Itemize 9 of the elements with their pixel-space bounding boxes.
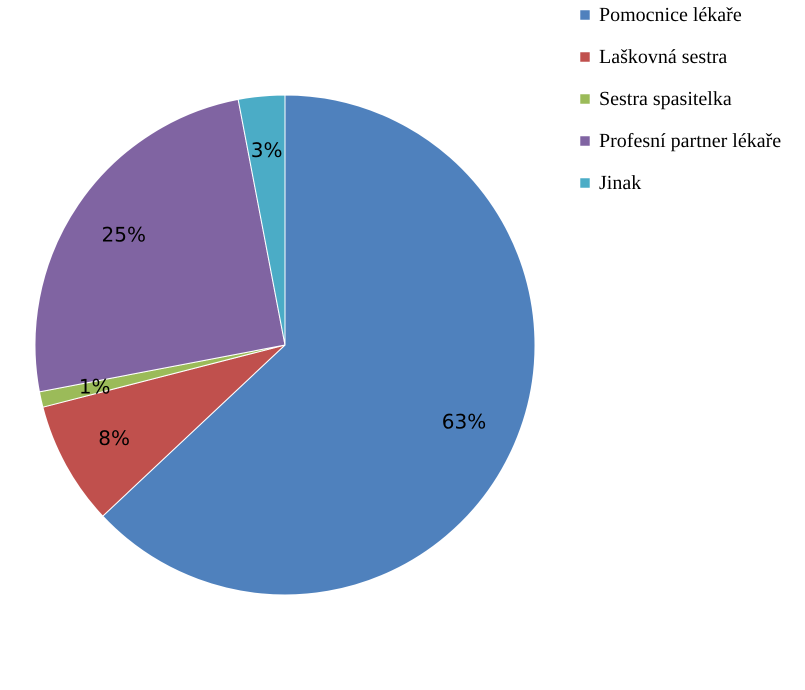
- legend-label: Sestra spasitelka: [599, 88, 732, 110]
- legend-label: Laškovná sestra: [599, 46, 728, 68]
- legend-label: Pomocnice lékaře: [599, 4, 742, 26]
- data-label: 63%: [442, 409, 486, 434]
- data-label: 8%: [98, 426, 130, 450]
- data-label: 25%: [101, 222, 146, 246]
- legend-label: Profesní partner lékaře: [599, 130, 782, 152]
- data-label: 3%: [250, 138, 283, 162]
- legend-label: Jinak: [599, 172, 642, 194]
